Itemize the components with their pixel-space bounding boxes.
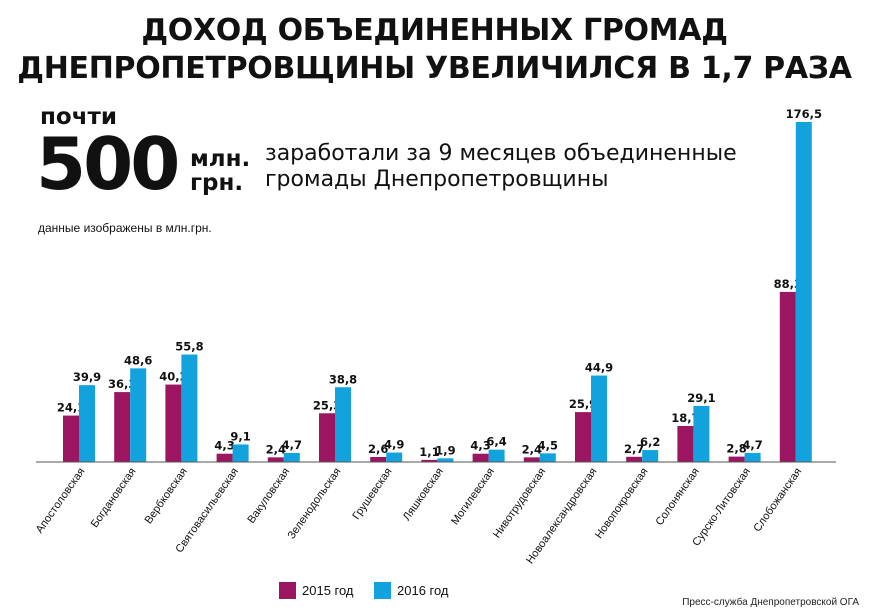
bar-2015-13 — [728, 456, 745, 462]
data-label-2016-10: 44,9 — [585, 361, 613, 375]
highlight-number: 500 — [36, 122, 180, 206]
highlight-description: заработали за 9 месяцев объединенные гро… — [265, 141, 765, 193]
bar-2015-5 — [319, 413, 335, 462]
highlight-unit-line-1: млн. — [190, 146, 251, 172]
data-label-2015-0: 24,1 — [57, 401, 85, 415]
bar-2016-3 — [232, 444, 249, 462]
units-note: данные изображены в млн.грн. — [38, 221, 212, 235]
bar-2016-2 — [181, 354, 198, 462]
bar-2015-10 — [575, 412, 591, 462]
data-label-2015-1: 36,3 — [108, 377, 136, 391]
bar-2016-13 — [744, 452, 761, 462]
data-label-2016-13: 4,7 — [742, 438, 762, 452]
bar-2015-11 — [626, 456, 643, 462]
category-label-13: Сурско-Литовская — [690, 466, 753, 549]
chart-title: ДОХОД ОБЪЕДИНЕННЫХ ГРОМАД ДНЕПРОПЕТРОВЩИ… — [0, 12, 869, 88]
bar-2015-9 — [523, 457, 540, 462]
data-label-2016-7: 1,9 — [435, 443, 455, 457]
data-label-2015-12: 18,7 — [671, 411, 699, 425]
bar-2016-11 — [642, 450, 659, 462]
data-label-2015-11: 2,7 — [624, 442, 644, 456]
category-label-5: Зеленодольская — [285, 466, 343, 542]
bar-2015-1 — [114, 392, 131, 462]
bar-2015-12 — [677, 425, 694, 462]
data-label-2015-14: 88,3 — [774, 277, 802, 291]
category-label-0: Апостоловская — [34, 466, 88, 536]
category-label-6: Грушевская — [350, 466, 394, 522]
data-label-2016-0: 39,9 — [73, 370, 101, 384]
description-line-1: заработали за 9 месяцев объединенные — [265, 141, 737, 166]
bar-2016-0 — [79, 385, 95, 462]
legend-item-2016: 2016 год — [374, 582, 449, 599]
category-label-12: Солонянская — [653, 466, 701, 528]
bar-2016-10 — [591, 375, 607, 462]
data-label-2015-8: 4,3 — [470, 439, 490, 453]
category-label-9: Нивотрудовская — [491, 466, 548, 541]
data-label-2016-1: 48,6 — [124, 353, 152, 367]
data-label-2015-6: 2,6 — [368, 442, 388, 456]
category-label-4: Вакуловская — [245, 466, 292, 526]
title-line-1: ДОХОД ОБЪЕДИНЕННЫХ ГРОМАД — [141, 13, 728, 48]
bar-2015-7 — [421, 459, 438, 462]
data-label-2016-3: 9,1 — [230, 429, 250, 443]
category-label-2: Вербковская — [143, 466, 190, 526]
legend-swatch-2016 — [374, 582, 391, 599]
data-label-2016-8: 6,4 — [486, 435, 506, 449]
description-line-2: громады Днепропетровщины — [265, 167, 609, 192]
highlight-almost: почти — [40, 104, 117, 130]
source-credit: Пресс-служба Днепропетровской ОГА — [682, 597, 859, 608]
data-label-2016-2: 55,8 — [175, 340, 203, 354]
bar-2016-6 — [386, 452, 403, 462]
bar-2016-12 — [693, 405, 710, 462]
data-label-2016-12: 29,1 — [687, 391, 715, 405]
bar-2016-5 — [335, 387, 351, 462]
highlight-unit-line-2: грн. — [190, 170, 244, 196]
data-label-2016-9: 4,5 — [538, 438, 558, 452]
category-label-1: Богдановская — [89, 466, 139, 530]
data-label-2015-13: 2,8 — [726, 442, 746, 456]
data-label-2016-5: 38,8 — [329, 372, 357, 386]
legend-swatch-2015 — [279, 582, 296, 599]
data-label-2015-7: 1,1 — [419, 445, 439, 459]
data-label-2015-3: 4,3 — [214, 439, 234, 453]
bar-2016-7 — [437, 458, 454, 462]
data-label-2015-10: 25,9 — [569, 397, 597, 411]
category-label-11: Новопокровская — [593, 466, 651, 541]
bar-2016-1 — [130, 368, 147, 462]
data-label-2016-4: 4,7 — [282, 438, 302, 452]
data-label-2015-2: 40,2 — [159, 370, 187, 384]
category-label-7: Ляшковская — [401, 466, 446, 523]
legend-item-2015: 2015 год — [279, 582, 354, 599]
legend-label-2016: 2016 год — [397, 583, 449, 598]
bar-2015-8 — [472, 453, 489, 462]
legend-label-2015: 2015 год — [302, 583, 354, 598]
category-label-14: Слобожанская — [751, 466, 804, 534]
bar-2015-3 — [216, 453, 233, 462]
bar-2016-14 — [795, 122, 812, 462]
data-label-2016-14: 176,5 — [786, 107, 822, 121]
data-label-2015-4: 2,4 — [266, 442, 286, 456]
bar-2015-14 — [779, 291, 796, 462]
title-line-2: ДНЕПРОПЕТРОВЩИНЫ УВЕЛИЧИЛСЯ В 1,7 РАЗА — [17, 51, 852, 86]
bar-2016-9 — [539, 453, 556, 462]
bar-2015-0 — [63, 415, 79, 462]
bar-2015-2 — [165, 384, 182, 462]
bar-2015-6 — [370, 456, 387, 462]
data-label-2015-9: 2,4 — [522, 442, 542, 456]
bar-2015-4 — [267, 457, 284, 462]
bar-2016-8 — [488, 449, 505, 462]
data-label-2016-6: 4,9 — [384, 438, 404, 452]
data-label-2016-11: 6,2 — [640, 435, 660, 449]
data-label-2015-5: 25,3 — [313, 398, 341, 412]
category-label-8: Могилевская — [449, 466, 497, 527]
bar-2016-4 — [283, 452, 300, 462]
